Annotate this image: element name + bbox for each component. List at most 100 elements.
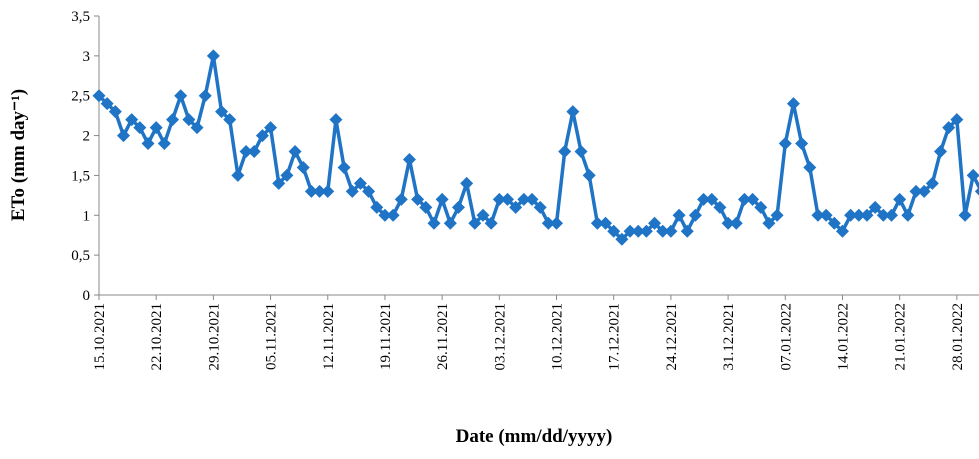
x-tick-label: 05.11.2021 [264, 303, 280, 370]
data-point [198, 89, 212, 103]
data-point [443, 216, 457, 230]
data-point [141, 137, 155, 151]
data-point [909, 184, 923, 198]
y-tick-label: 3,5 [71, 9, 90, 25]
x-tick-label: 17.12.2021 [607, 303, 623, 371]
data-point [754, 200, 768, 214]
data-point [476, 208, 490, 222]
x-tick-label: 15.10.2021 [92, 303, 108, 371]
data-point [166, 113, 180, 127]
data-point [92, 89, 106, 103]
data-point [974, 187, 979, 196]
data-point [623, 224, 637, 238]
data-point [190, 121, 204, 135]
data-point [599, 216, 613, 230]
data-point [786, 97, 800, 111]
data-point [100, 97, 114, 111]
data-point [746, 192, 760, 206]
data-point [272, 176, 286, 190]
data-point [215, 105, 229, 119]
x-tick-label: 14.01.2022 [835, 303, 851, 371]
data-point [353, 176, 367, 190]
data-point [419, 200, 433, 214]
data-point [737, 192, 751, 206]
data-point [231, 168, 245, 182]
data-point [639, 224, 653, 238]
data-point [174, 89, 188, 103]
data-point [893, 192, 907, 206]
x-tick-label: 29.10.2021 [206, 303, 222, 371]
data-point [157, 137, 171, 151]
data-point [966, 168, 979, 182]
data-point [844, 208, 858, 222]
data-point [108, 105, 122, 119]
data-point [501, 192, 514, 206]
data-point [492, 192, 506, 206]
data-point [509, 200, 523, 214]
data-point [255, 129, 269, 143]
data-point [705, 192, 719, 206]
data-point [541, 216, 555, 230]
data-point [149, 121, 163, 135]
data-point [321, 184, 335, 198]
data-point [247, 145, 261, 159]
data-point [460, 176, 474, 190]
data-point [950, 113, 964, 127]
data-point [664, 224, 678, 238]
data-point [819, 208, 833, 222]
data-point [868, 200, 882, 214]
data-point [778, 137, 792, 151]
data-point [672, 208, 686, 222]
data-point [239, 145, 253, 159]
x-tick-label: 10.12.2021 [550, 303, 566, 371]
data-point [958, 208, 972, 222]
data-point [125, 113, 139, 127]
data-point [296, 160, 310, 174]
data-point [590, 216, 604, 230]
data-point [402, 152, 416, 166]
data-point [411, 192, 425, 206]
data-point [770, 208, 784, 222]
data-point [427, 216, 441, 230]
data-point [615, 232, 629, 246]
x-tick-label: 31.12.2021 [721, 303, 737, 371]
data-point [697, 192, 711, 206]
data-point [803, 160, 817, 174]
x-tick-label: 28.01.2022 [950, 303, 966, 371]
data-point [362, 184, 376, 198]
data-point [795, 137, 809, 151]
x-tick-label: 21.01.2022 [893, 303, 909, 371]
data-point [182, 113, 196, 127]
x-tick-label: 03.12.2021 [492, 303, 508, 371]
data-point [517, 192, 531, 206]
data-point [451, 200, 465, 214]
data-point [280, 168, 294, 182]
data-point [337, 160, 351, 174]
data-point [827, 216, 841, 230]
data-point [631, 224, 645, 238]
data-point [680, 224, 694, 238]
data-point [484, 216, 498, 230]
data-point [304, 184, 318, 198]
data-point [566, 105, 580, 119]
y-tick-label: 2 [83, 129, 91, 145]
x-tick-label: 26.11.2021 [435, 303, 451, 370]
y-tick-label: 2,5 [71, 89, 90, 105]
data-point [860, 208, 874, 222]
data-point [468, 216, 482, 230]
data-point [811, 208, 825, 222]
data-point [558, 145, 572, 159]
x-tick-label: 07.01.2022 [778, 303, 794, 371]
data-point [852, 208, 866, 222]
x-tick-label: 12.11.2021 [321, 303, 337, 370]
data-point [345, 184, 359, 198]
data-point [656, 224, 670, 238]
data-point [435, 192, 449, 206]
data-point [550, 216, 564, 230]
data-point [721, 216, 735, 230]
y-tick-label: 1,5 [71, 168, 90, 184]
data-point [386, 208, 400, 222]
data-point [876, 208, 890, 222]
data-point [394, 192, 408, 206]
